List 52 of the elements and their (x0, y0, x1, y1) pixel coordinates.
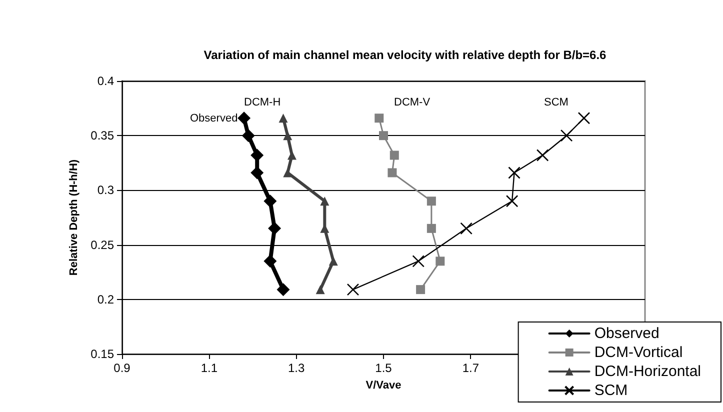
point (460, 222, 472, 235)
chart-title: Variation of main channel mean velocity with relative depth for B/b=6.6 (204, 48, 607, 62)
point (264, 194, 277, 208)
point (283, 131, 292, 140)
y-axis-title: Relative Depth (H-h/H) (68, 159, 80, 276)
x-axis-title: V/Vave (366, 380, 402, 392)
y-tick-label: 0.2 (97, 292, 114, 306)
point (283, 168, 292, 178)
point (416, 285, 426, 294)
point (412, 255, 425, 268)
y-tick-label: 0.15 (90, 347, 114, 361)
legend-label: Observed (594, 325, 660, 342)
point (426, 196, 436, 206)
point (388, 168, 397, 178)
point (374, 114, 384, 123)
point (426, 224, 436, 233)
x-tick-label: 1.1 (200, 361, 218, 375)
point (379, 131, 388, 140)
y-tick-label: 0.25 (90, 238, 114, 252)
point (268, 222, 282, 235)
point (390, 150, 399, 160)
legend-label: SCM (594, 382, 628, 399)
point (508, 166, 520, 179)
point (250, 166, 264, 180)
point (250, 148, 264, 162)
point (316, 285, 325, 294)
point (506, 194, 518, 208)
x-tick-label: 1.3 (288, 361, 305, 375)
annotation: DCM-V (394, 96, 431, 108)
point (436, 256, 445, 266)
point (278, 114, 288, 123)
point (536, 149, 549, 162)
point (578, 112, 590, 124)
legend-label: DCM-Vortical (594, 344, 683, 361)
annotation: DCM-H (244, 96, 281, 108)
x-tick-label: 0.9 (114, 361, 131, 375)
annotation: Observed (190, 112, 238, 124)
x-tick-label: 1.5 (375, 361, 392, 375)
point (238, 112, 251, 125)
point (320, 196, 330, 206)
point (242, 129, 255, 142)
y-tick-label: 0.35 (90, 128, 114, 143)
x-tick-label: 1.7 (462, 361, 480, 375)
point (264, 254, 277, 268)
point (328, 256, 338, 266)
annotation: SCM (544, 96, 568, 108)
point (560, 129, 573, 142)
legend-label: DCM-Horizontal (594, 363, 702, 380)
y-tick-label: 0.4 (97, 74, 114, 88)
y-tick-label: 0.3 (97, 183, 114, 198)
point (346, 283, 360, 296)
point (276, 283, 290, 296)
